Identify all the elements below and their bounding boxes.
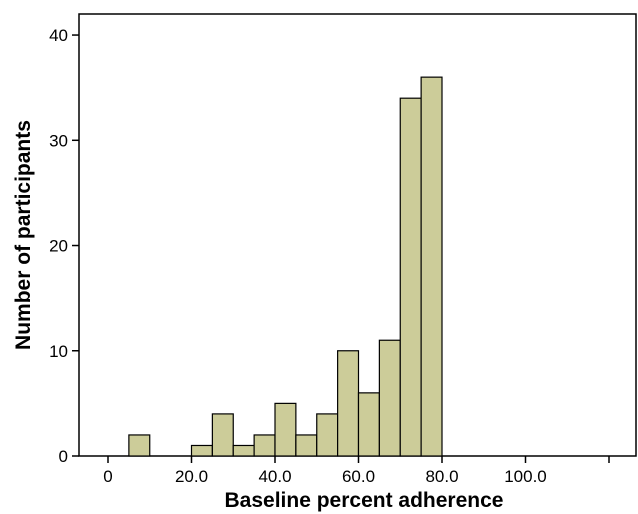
y-tick-label: 10 [49, 342, 68, 361]
x-tick-label: 80.0 [425, 467, 458, 486]
x-tick-label: 40.0 [258, 467, 291, 486]
y-tick-label: 40 [49, 26, 68, 45]
x-axis: 0 20.0 40.0 60.0 80.0 100.0 [103, 456, 610, 486]
histogram-bar [128, 434, 151, 457]
histogram-bar [274, 402, 297, 457]
histogram-bar [316, 413, 339, 457]
y-tick-label: 0 [59, 447, 68, 466]
x-tick-label: 20.0 [175, 467, 208, 486]
y-axis: 0 10 20 30 40 [49, 26, 79, 466]
x-tick-label: 0 [103, 467, 112, 486]
x-tick-label: 100.0 [504, 467, 547, 486]
histogram-bar [399, 97, 422, 457]
histogram-bar [190, 444, 213, 457]
histogram-bar [211, 413, 234, 457]
histogram-bar [357, 392, 380, 457]
bars-group [128, 76, 443, 457]
histogram-bar [420, 76, 443, 457]
histogram-bar [253, 434, 276, 457]
histogram-bar [295, 434, 318, 457]
y-axis-title: Number of participants [12, 120, 35, 350]
x-tick-label: 60.0 [342, 467, 375, 486]
x-axis-title: Baseline percent adherence [225, 489, 504, 512]
histogram-bar [232, 444, 255, 457]
y-tick-label: 30 [49, 131, 68, 150]
histogram-bar [337, 350, 360, 457]
y-tick-label: 20 [49, 237, 68, 256]
histogram-bar [378, 339, 401, 457]
